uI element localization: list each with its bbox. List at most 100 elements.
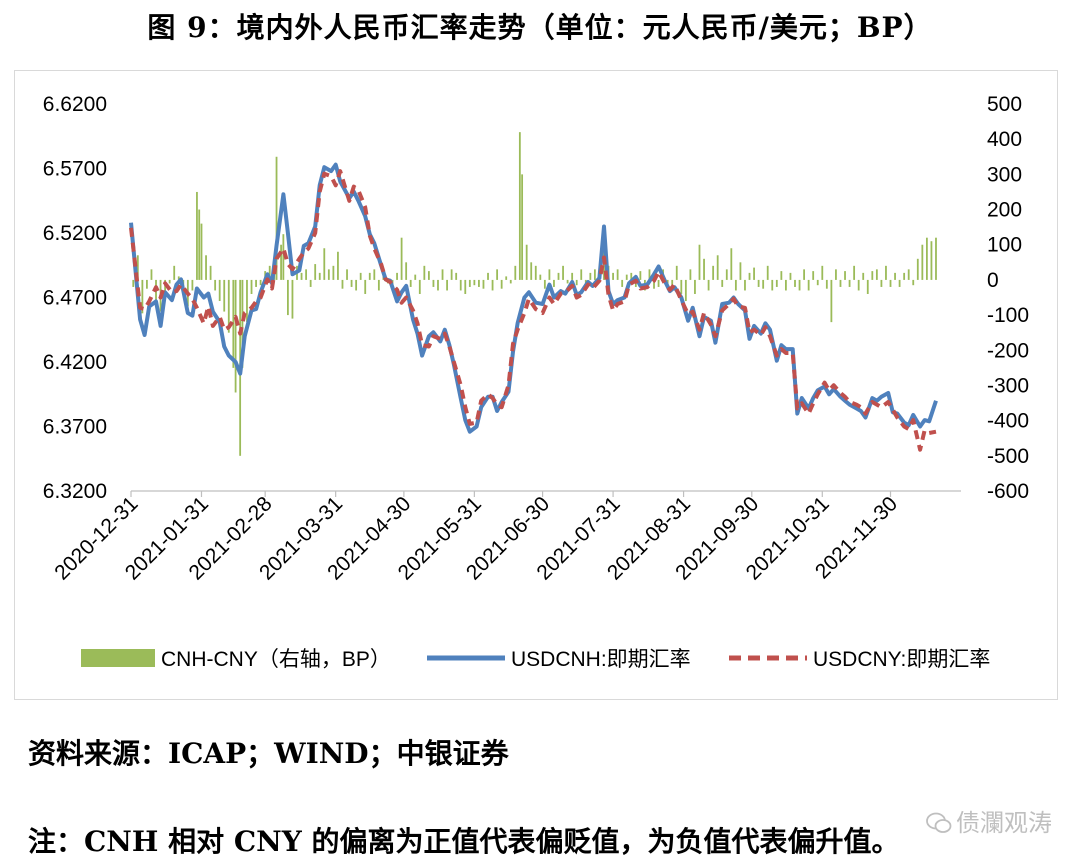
cnh-cny-bar	[707, 279, 710, 291]
cnh-cny-bar	[771, 279, 774, 291]
cnh-cny-bar	[744, 279, 746, 291]
cnh-cny-bar	[621, 279, 624, 287]
cnh-cny-bar	[396, 272, 398, 280]
cnh-cny-bar	[766, 265, 769, 280]
cnh-cny-bar	[196, 191, 198, 280]
footnote: 注：CNH 相对 CNY 的偏离为正值代表偏贬值，为负值代表偏升值。	[28, 825, 900, 858]
cnh-cny-bar	[446, 279, 448, 291]
left-tick-label: 6.3200	[43, 480, 107, 503]
legend-label-usdcnh: USDCNH:即期汇率	[511, 648, 691, 671]
cnh-cny-bar	[821, 265, 824, 280]
cnh-cny-bar	[675, 265, 678, 280]
cnh-cny-bar	[653, 279, 655, 289]
cnh-cny-bar	[496, 269, 499, 280]
cnh-cny-bar	[866, 279, 869, 294]
cnh-cny-bar	[530, 262, 533, 280]
cnh-cny-bar	[857, 279, 860, 291]
cnh-cny-bar	[314, 264, 317, 280]
cnh-cny-bar	[450, 269, 453, 280]
cnh-cny-bar	[694, 279, 696, 294]
cnh-cny-bar	[323, 248, 326, 280]
cnh-cny-bar	[509, 279, 512, 284]
usdcnh-line	[129, 162, 938, 434]
usdcny-line	[129, 169, 937, 452]
cnh-cny-bar	[521, 174, 524, 280]
cnh-cny-bar	[459, 279, 462, 291]
cnh-cny-bar	[916, 258, 919, 280]
left-tick-label: 6.4200	[43, 351, 107, 374]
cnh-cny-bar	[198, 209, 201, 280]
cnh-cny-bar	[553, 279, 555, 287]
cnh-cny-bar	[300, 272, 303, 280]
cnh-cny-bar	[337, 251, 339, 280]
cnh-cny-bar	[146, 279, 148, 289]
cnh-cny-bar	[803, 269, 805, 280]
cnh-cny-bar	[464, 279, 467, 294]
cnh-cny-bar	[775, 279, 778, 287]
chart-panel: 6.6200 6.5700 6.5200 6.4700 6.4200 6.3700 6.32…	[14, 70, 1058, 700]
cnh-cny-bar	[437, 279, 439, 291]
cnh-cny-bar	[468, 279, 471, 287]
cnh-cny-bar	[798, 279, 801, 291]
cnh-cny-bar	[405, 262, 408, 280]
cnh-cny-bar	[825, 279, 828, 289]
right-tick-label: -400	[987, 410, 1029, 433]
cnh-cny-bar	[753, 267, 755, 280]
cnh-cny-bar	[168, 279, 171, 284]
cnh-cny-bar	[925, 237, 928, 280]
cnh-cny-bar	[268, 265, 271, 280]
cnh-cny-bar	[482, 279, 485, 289]
cnh-cny-bar	[894, 272, 896, 280]
cnh-cny-bar	[539, 274, 542, 280]
cnh-cny-bar	[255, 279, 257, 287]
cnh-cny-bar	[830, 279, 833, 323]
cnh-cny-bar	[935, 237, 937, 280]
cnh-cny-bar	[703, 258, 705, 280]
right-tick-label: 500	[987, 93, 1022, 116]
cnh-cny-bar	[241, 279, 244, 368]
cnh-cny-bar	[259, 279, 262, 286]
cnh-cny-bar	[812, 271, 815, 280]
cnh-cny-bar	[903, 272, 906, 280]
cnh-cny-bar	[625, 274, 628, 280]
cnh-cny-bar	[282, 234, 285, 280]
cnh-cny-bar	[414, 274, 417, 280]
cnh-cny-bar	[141, 279, 144, 314]
right-tick-label: 200	[987, 199, 1022, 222]
cnh-cny-bar	[880, 279, 883, 287]
cnh-cny-bar	[930, 241, 933, 280]
cnh-cny-bar	[871, 271, 874, 280]
cnh-cny-bar	[364, 279, 367, 294]
cnh-cny-bar	[205, 255, 207, 280]
cnh-cny-bar	[280, 244, 282, 280]
cnh-cny-bar	[889, 279, 892, 287]
right-tick-label: -100	[987, 304, 1029, 327]
cnh-cny-bar	[355, 279, 358, 291]
cnh-cny-bar	[246, 279, 248, 323]
cnh-cny-bar	[762, 279, 765, 289]
source-note: 资料来源：ICAP；WIND；中银证券	[28, 737, 509, 770]
cnh-cny-bar	[907, 269, 910, 280]
cnh-cny-bar	[534, 265, 537, 280]
right-tick-label: 300	[987, 163, 1022, 186]
cnh-cny-bar	[214, 279, 217, 291]
figure-title: 图 9：境内外人民币汇率走势（单位：元人民币/美元；BP）	[147, 11, 933, 44]
cnh-cny-bar	[441, 269, 444, 280]
cnh-cny-bar	[557, 272, 560, 280]
cnh-cny-bar	[684, 279, 687, 302]
legend-swatch-cnh-cny	[81, 649, 155, 667]
cnh-cny-bar	[432, 279, 435, 287]
fx-chart: 6.6200 6.5700 6.5200 6.4700 6.4200 6.3700 6.32…	[43, 93, 1029, 671]
cnh-cny-bar	[898, 279, 901, 287]
cnh-cny-bar	[309, 279, 312, 287]
cnh-cny-bar	[250, 279, 253, 294]
cnh-cny-bar	[780, 271, 783, 280]
watermark-text: 债瀾观涛	[956, 809, 1052, 837]
cnh-cny-bar	[807, 279, 810, 291]
cnh-cny-bar	[566, 279, 569, 284]
cnh-cny-bar	[757, 279, 760, 287]
cnh-cny-bar	[816, 279, 819, 286]
cnh-cny-bar	[730, 248, 733, 280]
cnh-cny-bar	[844, 271, 846, 280]
cnh-cny-bar	[491, 279, 494, 291]
